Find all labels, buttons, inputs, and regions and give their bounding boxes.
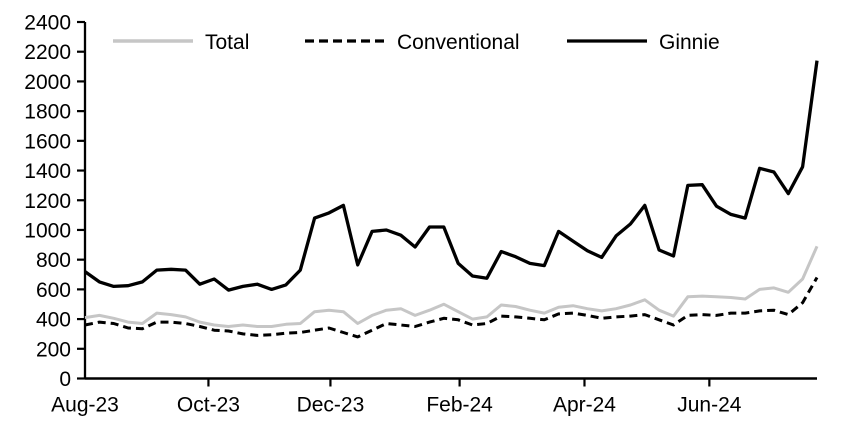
y-tick-label: 1000 [24,219,71,242]
legend-label: Total [205,31,249,54]
y-tick-label: 200 [36,338,71,361]
x-tick-label: Aug-23 [51,394,119,417]
y-tick-label: 0 [59,368,71,391]
y-tick-label: 1600 [24,130,71,153]
x-tick-label: Dec-23 [297,394,365,417]
x-tick-label: Feb-24 [426,394,493,417]
y-tick-label: 1200 [24,190,71,213]
legend-label: Ginnie [659,31,720,54]
y-tick-label: 2400 [24,12,71,35]
legend-item-total: Total [113,31,249,54]
y-tick-label: 2200 [24,41,71,64]
x-tick-label: Apr-24 [553,394,616,417]
legend-label: Conventional [397,31,520,54]
legend-item-ginnie: Ginnie [567,31,720,54]
y-tick-label: 600 [36,279,71,302]
x-tick-label: Jun-24 [677,394,742,417]
y-tick-label: 2000 [24,71,71,94]
total-line [84,245,819,328]
y-tick-label: 1400 [24,160,71,183]
y-tick-label: 800 [36,249,71,272]
legend-item-conventional: Conventional [305,31,520,54]
y-tick-label: 1800 [24,101,71,124]
ginnie-line [84,60,819,292]
y-tick-label: 400 [36,309,71,332]
conventional-line [84,276,819,339]
x-tick-label: Oct-23 [177,394,240,417]
